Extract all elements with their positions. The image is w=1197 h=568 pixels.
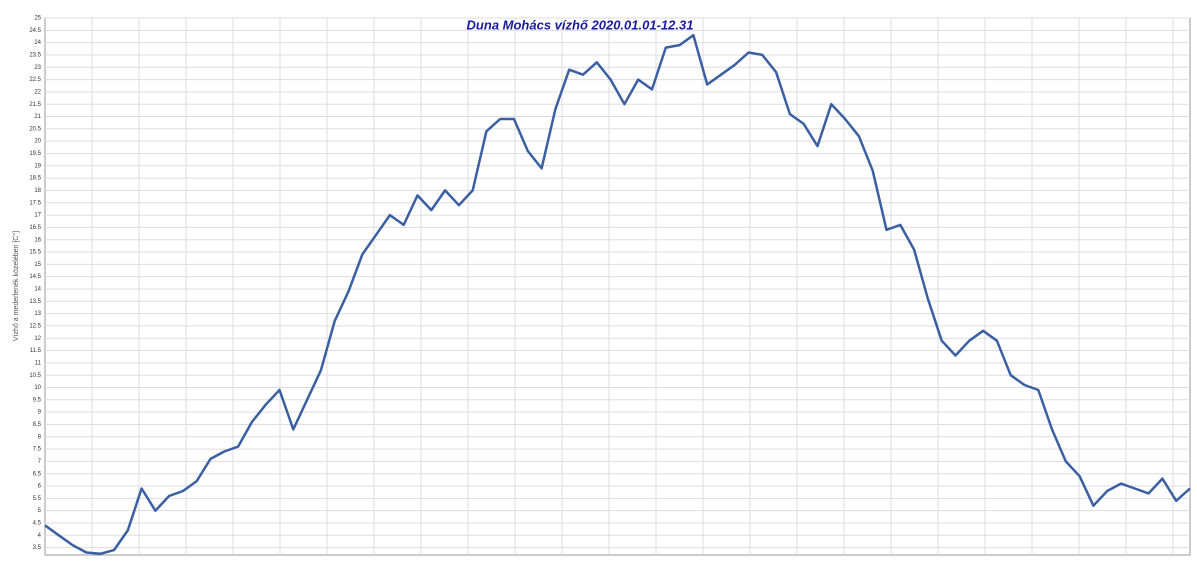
y-tick-label: 8 [38,434,42,440]
y-tick-label: 15 [34,262,41,268]
y-tick-label: 24.5 [29,28,41,34]
y-tick-label: 16 [34,237,41,243]
y-tick-label: 18 [34,188,41,194]
y-tick-label: 7.5 [33,447,42,453]
y-tick-label: 4 [38,533,42,539]
y-tick-label: 12.5 [29,323,41,329]
y-tick-label: 19.5 [29,151,41,157]
y-tick-label: 5 [38,508,42,514]
y-tick-label: 3.5 [33,545,42,551]
y-tick-label: 21 [34,114,41,120]
y-tick-label: 11 [35,360,42,366]
y-tick-label: 7 [38,459,42,465]
y-tick-label: 22 [34,89,41,95]
y-axis-label: Vízhő a mederfenék közelében [C°] [12,231,20,341]
y-tick-label: 21.5 [29,102,41,108]
y-tick-label: 17 [34,213,41,219]
y-tick-label: 24 [34,40,41,46]
y-tick-label: 19 [34,163,41,169]
y-tick-label: 25 [34,16,41,22]
y-tick-label: 10.5 [29,373,41,379]
y-tick-label: 4.5 [33,521,42,527]
y-tick-label: 9 [38,410,42,416]
series-line [44,33,1191,556]
y-tick-label: 20 [34,139,41,145]
y-tick-label: 6 [38,484,42,490]
y-tick-label: 12 [34,336,41,342]
y-tick-label: 5.5 [33,496,42,502]
y-tick-label: 13 [34,311,41,317]
y-tick-label: 20.5 [29,126,41,132]
y-tick-label: 11.5 [30,348,42,354]
y-tick-label: 14 [34,287,41,293]
y-tick-label: 8.5 [33,422,42,428]
y-tick-label: 14.5 [29,274,41,280]
y-tick-label: 9.5 [33,397,42,403]
y-tick-label: 23.5 [29,53,41,59]
y-tick-label: 13.5 [29,299,41,305]
y-tick-label: 16.5 [29,225,41,231]
y-tick-label: 15.5 [29,250,41,256]
chart-title: Duna Mohács vízhő 2020.01.01-12.31 [467,17,694,32]
y-tick-label: 23 [34,65,41,71]
y-tick-label: 6.5 [33,471,42,477]
y-tick-label: 17.5 [29,200,41,206]
plot-frame [44,17,1191,556]
y-tick-label: 10 [34,385,41,391]
vertical-grid [91,18,1174,555]
y-tick-label: 22.5 [29,77,41,83]
y-tick-label: 18.5 [29,176,41,182]
